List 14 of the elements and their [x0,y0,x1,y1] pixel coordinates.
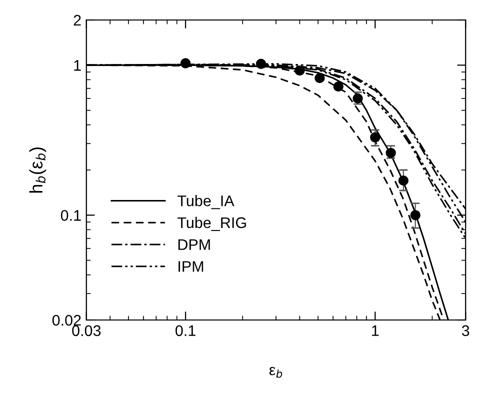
y-axis-title: h$_{b}$(ε$_{b}$) [29,147,46,193]
x-tick-label: 0.03 [72,325,101,336]
x-tick-label: 0.1 [176,325,196,336]
legend-label: IPM [178,261,204,272]
x-tick-label: 1 [372,325,379,336]
y-tick-label: 1 [74,60,81,71]
legend-label: DPM [178,239,210,250]
y-tick-label: 2 [74,14,81,26]
y-tick-label: 0.02 [52,314,81,326]
x-tick-label: 3 [462,325,470,336]
y-tick-label: 0.1 [60,210,81,221]
legend-label: Tube_IA [178,195,234,210]
legend-label: Tube_RIG [178,216,246,231]
x-axis-title: ε$_{b}$ [269,366,282,378]
